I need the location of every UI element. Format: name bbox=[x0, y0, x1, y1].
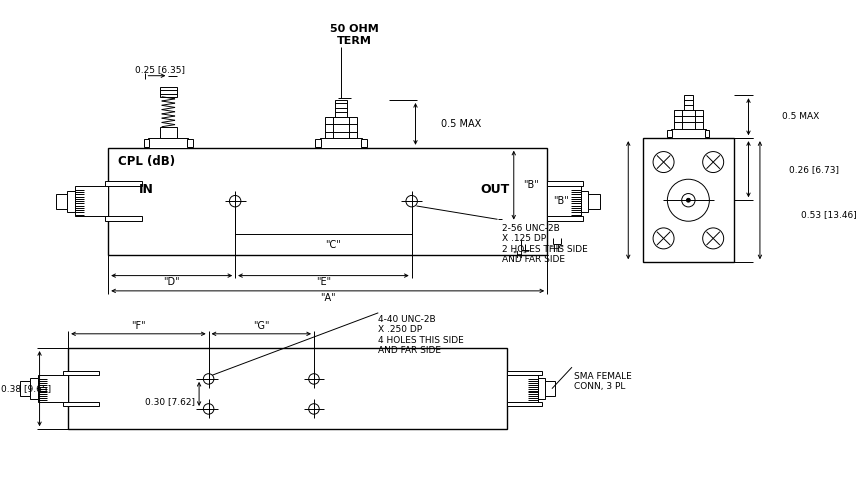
Bar bbox=[68, 348, 507, 429]
Text: "G": "G" bbox=[253, 321, 269, 331]
Bar bbox=[30, 378, 38, 399]
Circle shape bbox=[667, 179, 710, 221]
Bar bbox=[160, 127, 177, 138]
Bar bbox=[56, 194, 67, 209]
Text: 0.25 [6.35]: 0.25 [6.35] bbox=[135, 66, 185, 74]
Text: "B": "B" bbox=[523, 180, 539, 190]
Bar bbox=[316, 139, 321, 147]
Circle shape bbox=[309, 374, 319, 384]
Bar bbox=[671, 129, 705, 138]
Bar bbox=[507, 372, 543, 375]
Bar bbox=[108, 148, 547, 254]
Text: "E": "E" bbox=[316, 277, 331, 287]
Text: 2-56 UNC-2B
X .125 DP
2 HOLES THIS SIDE
AND FAR SIDE: 2-56 UNC-2B X .125 DP 2 HOLES THIS SIDE … bbox=[502, 224, 588, 264]
Circle shape bbox=[686, 198, 691, 202]
Bar bbox=[320, 138, 362, 148]
Bar bbox=[160, 87, 177, 97]
Bar bbox=[547, 186, 581, 216]
Bar bbox=[106, 181, 142, 186]
Text: "A": "A" bbox=[320, 292, 335, 303]
Bar bbox=[684, 95, 693, 109]
Text: "D": "D" bbox=[163, 277, 180, 287]
Bar bbox=[507, 375, 538, 402]
Bar bbox=[547, 216, 583, 221]
Text: 0.38 [9.65]: 0.38 [9.65] bbox=[2, 384, 52, 393]
Text: 50 OHM
TERM: 50 OHM TERM bbox=[330, 24, 378, 46]
Bar bbox=[187, 139, 194, 147]
Bar bbox=[507, 402, 543, 406]
Bar bbox=[106, 216, 142, 221]
Text: "F": "F" bbox=[131, 321, 145, 331]
Bar bbox=[667, 130, 673, 137]
Circle shape bbox=[309, 404, 319, 414]
Bar bbox=[325, 117, 357, 138]
Text: OUT: OUT bbox=[481, 183, 510, 196]
Text: "B": "B" bbox=[554, 196, 569, 206]
Text: 4-40 UNC-2B
X .250 DP
4 HOLES THIS SIDE
AND FAR SIDE: 4-40 UNC-2B X .250 DP 4 HOLES THIS SIDE … bbox=[378, 315, 464, 355]
Bar bbox=[547, 181, 583, 186]
Bar bbox=[21, 381, 30, 396]
Bar bbox=[580, 191, 588, 211]
Circle shape bbox=[203, 404, 214, 414]
Bar bbox=[67, 191, 75, 211]
Text: "H": "H" bbox=[512, 251, 527, 260]
Text: 0.5 MAX: 0.5 MAX bbox=[441, 119, 482, 129]
Text: "H": "H" bbox=[550, 246, 564, 254]
Bar bbox=[642, 138, 734, 262]
Circle shape bbox=[653, 228, 674, 249]
Bar bbox=[144, 139, 150, 147]
Text: 0.53 [13.46]: 0.53 [13.46] bbox=[801, 210, 857, 219]
Circle shape bbox=[406, 195, 417, 207]
Bar bbox=[335, 100, 347, 117]
Circle shape bbox=[230, 195, 241, 207]
Circle shape bbox=[653, 151, 674, 173]
Bar bbox=[538, 378, 545, 399]
Text: CPL (dB): CPL (dB) bbox=[118, 155, 175, 168]
Bar bbox=[545, 381, 555, 396]
Bar bbox=[38, 375, 68, 402]
Circle shape bbox=[703, 228, 723, 249]
Circle shape bbox=[682, 194, 695, 207]
Circle shape bbox=[703, 151, 723, 173]
Bar bbox=[64, 402, 99, 406]
Bar bbox=[704, 130, 709, 137]
Bar bbox=[148, 138, 188, 148]
Bar bbox=[64, 372, 99, 375]
Bar bbox=[674, 109, 703, 129]
Text: "C": "C" bbox=[325, 240, 341, 250]
Bar bbox=[588, 194, 599, 209]
Text: SMA FEMALE
CONN, 3 PL: SMA FEMALE CONN, 3 PL bbox=[574, 372, 631, 391]
Text: 0.30 [7.62]: 0.30 [7.62] bbox=[145, 397, 195, 406]
Text: IN: IN bbox=[138, 183, 154, 196]
Bar bbox=[75, 186, 108, 216]
Text: 0.26 [6.73]: 0.26 [6.73] bbox=[789, 165, 838, 174]
Text: 0.5 MAX: 0.5 MAX bbox=[782, 112, 819, 121]
Bar bbox=[361, 139, 367, 147]
Circle shape bbox=[203, 374, 214, 384]
